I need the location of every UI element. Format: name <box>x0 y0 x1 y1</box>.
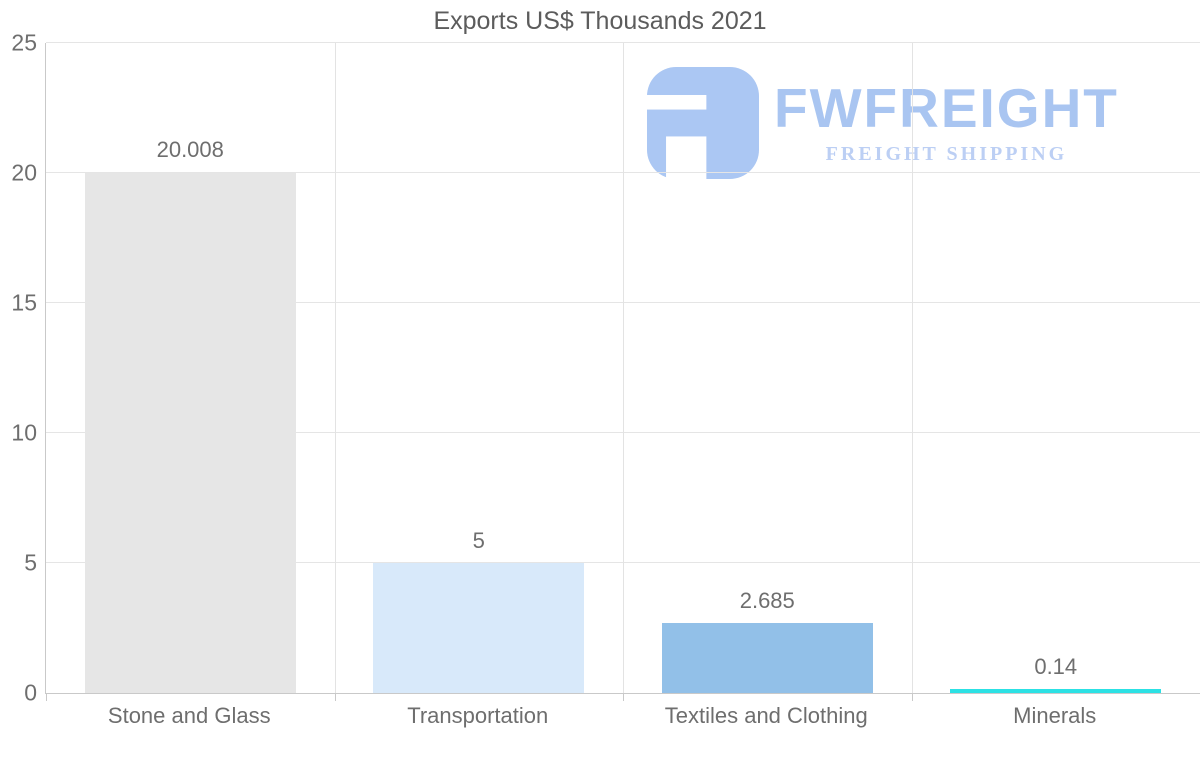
bar-cell-stone-and-glass: 20.008 <box>46 43 335 693</box>
x-axis-tick <box>911 693 913 701</box>
bar-value-label: 2.685 <box>739 587 795 613</box>
y-tick-label: 15 <box>11 289 37 316</box>
y-tick-label: 10 <box>11 419 37 446</box>
watermark-logo: FWFREIGHT FREIGHT SHIPPING <box>647 66 1119 180</box>
bar-textiles-and-clothing[interactable] <box>661 623 873 693</box>
bar-value-label: 5 <box>472 527 485 553</box>
y-tick-label: 20 <box>11 159 37 186</box>
fwfreight-logo-icon <box>647 66 759 180</box>
bar-cell-minerals: 0.14 <box>912 43 1200 693</box>
vertical-gridline <box>623 43 624 693</box>
x-axis-tick <box>334 693 336 701</box>
x-axis-label-transportation: Transportation <box>407 703 549 728</box>
vertical-gridline <box>911 43 913 693</box>
bar-transportation[interactable] <box>373 563 585 693</box>
bar-value-label: 20.008 <box>156 137 224 163</box>
bar-stone-and-glass[interactable] <box>84 172 296 693</box>
bar-cell-transportation: 5 <box>335 43 624 693</box>
y-tick-label: 5 <box>24 549 37 576</box>
x-axis-tick <box>623 693 624 701</box>
x-axis-label-minerals: Minerals <box>1013 703 1097 728</box>
brand-tagline: FREIGHT SHIPPING <box>825 142 1068 165</box>
plot-area: FWFREIGHT FREIGHT SHIPPING 20.008 5 2.685 0… <box>45 42 1200 701</box>
y-tick-label: 25 <box>11 29 37 56</box>
y-tick-label: 0 <box>24 679 37 706</box>
brand-text-block: FWFREIGHT FREIGHT SHIPPING <box>774 76 1119 166</box>
bar-minerals[interactable] <box>950 689 1162 693</box>
chart-title: Exports US$ Thousands 2021 <box>433 7 767 35</box>
x-axis-label-textiles-and-clothing: Textiles and Clothing <box>664 703 868 728</box>
horizontal-gridline <box>46 42 1200 43</box>
brand-name: FWFREIGHT <box>774 76 1119 139</box>
x-axis-label-stone-and-glass: Stone and Glass <box>107 703 271 728</box>
vertical-gridline <box>334 43 336 693</box>
x-axis-tick <box>46 693 47 701</box>
y-axis-labels: 0 5 10 15 20 25 <box>0 31 37 704</box>
bar-cell-textiles-and-clothing: 2.685 <box>623 43 912 693</box>
bar-value-label: 0.14 <box>1034 653 1078 679</box>
x-axis-labels: Stone and Glass Transportation Textiles an… <box>45 703 1199 729</box>
